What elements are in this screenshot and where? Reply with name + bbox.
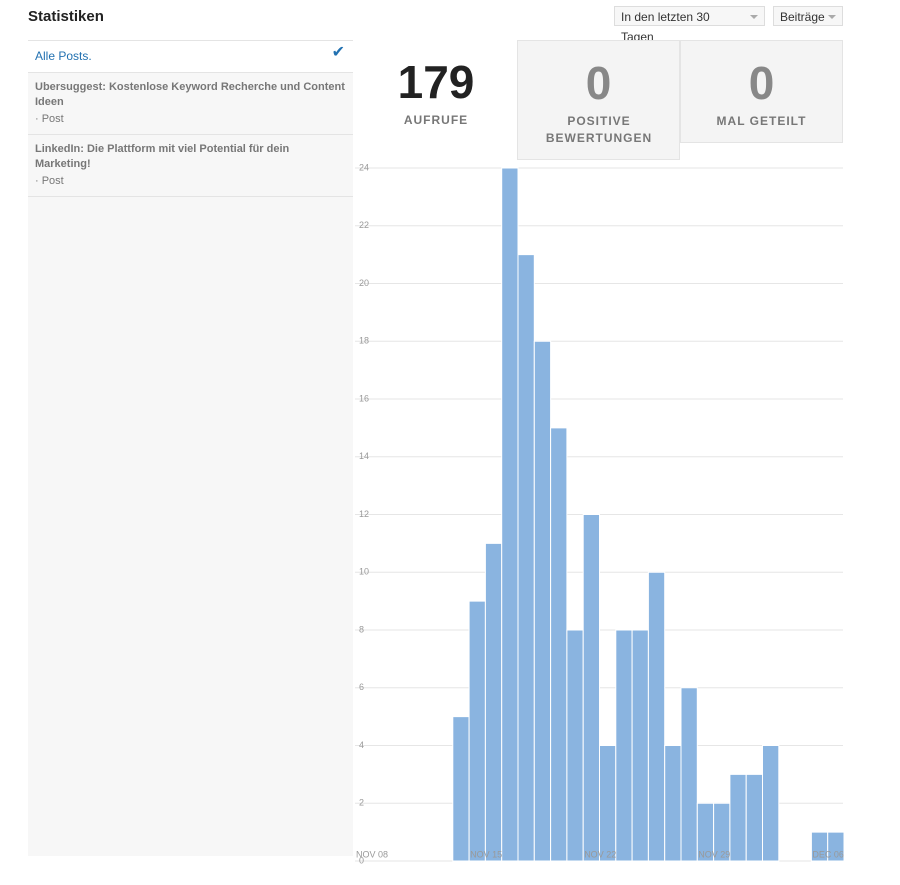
- post-item[interactable]: Ubersuggest: Kostenlose Keyword Recherch…: [28, 73, 353, 135]
- bar: [615, 629, 633, 862]
- bar: [599, 745, 617, 862]
- y-tick-label: 10: [359, 567, 369, 577]
- x-tick-label: NOV 22: [584, 849, 616, 859]
- y-tick-label: 6: [359, 682, 364, 692]
- post-list: Alle Posts. ✔ Ubersuggest: Kostenlose Key…: [28, 40, 353, 856]
- y-tick-label: 2: [359, 798, 364, 808]
- check-icon: ✔: [331, 44, 345, 61]
- page-title: Statistiken: [28, 8, 104, 25]
- y-tick-label: 18: [359, 336, 369, 346]
- stat-value: 179: [397, 56, 475, 108]
- bar: [745, 773, 764, 862]
- y-tick-label: 20: [359, 278, 369, 288]
- stat-box[interactable]: 179 AUFRUFE: [355, 40, 517, 158]
- bar: [827, 831, 845, 862]
- post-title: Alle Posts.: [35, 49, 92, 63]
- bar: [647, 571, 666, 862]
- stat-box[interactable]: 0 POSITIVE BEWERTUNGEN: [517, 40, 680, 160]
- x-tick-label: NOV 29: [698, 849, 730, 859]
- bar: [582, 514, 601, 862]
- bar: [517, 254, 535, 862]
- post-meta: · Post: [35, 113, 64, 125]
- stat-value: 0: [748, 57, 775, 109]
- bar: [452, 716, 470, 862]
- bar: [468, 600, 486, 862]
- y-tick-label: 8: [359, 624, 364, 634]
- x-tick-label: DEC 06: [812, 849, 844, 859]
- post-title: Ubersuggest: Kostenlose Keyword Recherch…: [35, 81, 345, 108]
- post-title: LinkedIn: Die Plattform mit viel Potenti…: [35, 143, 290, 170]
- bar: [484, 542, 503, 862]
- y-tick-label: 16: [359, 393, 369, 403]
- y-tick-label: 22: [359, 220, 369, 230]
- period-select[interactable]: In den letzten 30 Tagen: [614, 6, 765, 44]
- bar: [550, 427, 568, 862]
- post-item[interactable]: LinkedIn: Die Plattform mit viel Potenti…: [28, 135, 353, 197]
- stat-label: MAL GETEILT: [716, 114, 807, 128]
- x-tick-label: NOV 08: [356, 849, 388, 859]
- y-tick-label: 14: [359, 451, 369, 461]
- stat-box[interactable]: 0 MAL GETEILT: [680, 40, 843, 143]
- bar: [729, 773, 747, 862]
- stat-value: 0: [585, 57, 612, 109]
- stat-label: POSITIVE BEWERTUNGEN: [545, 114, 653, 145]
- x-tick-label: NOV 15: [470, 849, 502, 859]
- bar: [680, 687, 698, 862]
- y-tick-label: 12: [359, 509, 369, 519]
- bar: [501, 167, 519, 862]
- y-tick-label: 24: [359, 162, 369, 172]
- y-tick-label: 4: [359, 740, 364, 750]
- bar: [631, 629, 649, 862]
- bar: [533, 340, 552, 862]
- stat-label: AUFRUFE: [403, 113, 469, 127]
- type-select[interactable]: Beiträge: [773, 6, 843, 26]
- y-tick-label: 0: [359, 855, 364, 865]
- bar: [762, 745, 780, 862]
- bar: [566, 629, 584, 862]
- post-item[interactable]: Alle Posts. ✔: [28, 41, 353, 73]
- bar: [664, 745, 682, 862]
- post-meta: · Post: [35, 175, 64, 187]
